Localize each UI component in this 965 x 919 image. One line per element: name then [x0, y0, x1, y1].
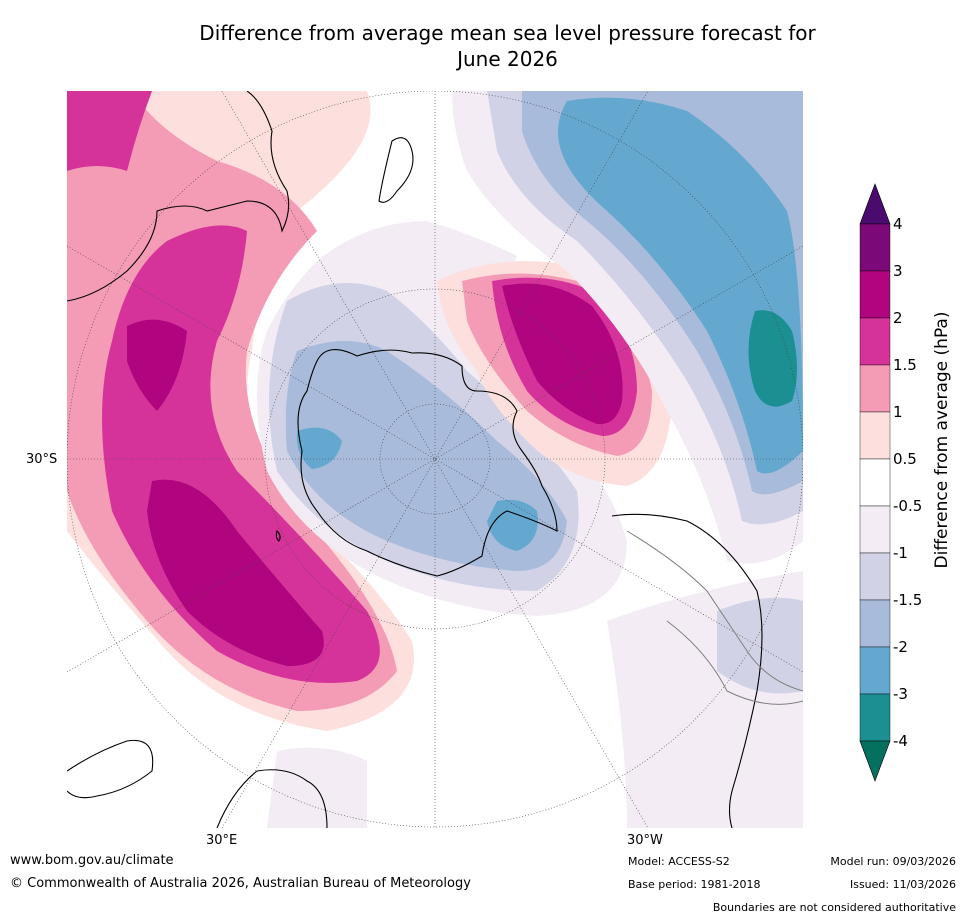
title-line-2: June 2026	[457, 47, 558, 71]
footer-copyright: © Commonwealth of Australia 2026, Austra…	[10, 876, 471, 891]
footer-model-run: Model run: 09/03/2026	[830, 855, 956, 868]
lon-label-30w: 30°W	[627, 833, 663, 848]
colorbar-box	[859, 646, 891, 695]
colorbar-label: Difference from average (hPa)	[932, 312, 952, 569]
negative-anomaly-patch	[717, 597, 803, 694]
colorbar-tick-label: 4	[893, 215, 903, 233]
colorbar-tick-label: -2	[893, 638, 908, 656]
colorbar-tick-label: -1.5	[893, 591, 922, 609]
national-borders	[626, 530, 803, 705]
colorbar: 4 3 2 1.5 1 0.5 -0.5 -1 -1.5 -2 -3 -4 Difference fr…	[859, 183, 952, 782]
colorbar-box	[859, 458, 891, 507]
colorbar-tick-label: -3	[893, 685, 908, 703]
colorbar-tick-label: 3	[893, 262, 903, 280]
colorbar-tick-label: 2	[893, 309, 903, 327]
footer-website: www.bom.gov.au/climate	[10, 853, 174, 868]
colorbar-boxes	[859, 183, 891, 782]
colorbar-box	[859, 223, 891, 272]
colorbar-box	[859, 552, 891, 601]
colorbar-tick-label: -1	[893, 544, 908, 562]
lon-label-30e: 30°E	[206, 833, 238, 848]
colorbar-box	[859, 599, 891, 648]
colorbar-box	[859, 364, 891, 413]
lat-label-30s: 30°S	[26, 452, 58, 467]
title-line-1: Difference from average mean sea level p…	[199, 21, 816, 45]
colorbar-box	[859, 411, 891, 460]
colorbar-ticks: 4 3 2 1.5 1 0.5 -0.5 -1 -1.5 -2 -3 -4	[893, 215, 922, 750]
footer-disclaimer: Boundaries are not considered authoritat…	[712, 901, 956, 914]
footer-base-period: Base period: 1981-2018	[628, 878, 761, 891]
colorbar-extend-bottom	[859, 740, 891, 782]
footer-model: Model: ACCESS-S2	[628, 855, 730, 868]
map-title: Difference from average mean sea level p…	[120, 20, 895, 72]
negative-anomaly-south-pacific	[452, 91, 803, 564]
colorbar-box	[859, 505, 891, 554]
pressure-anomaly-map	[67, 91, 803, 828]
corner-anomaly-patch	[67, 91, 152, 171]
colorbar-tick-label: 1	[893, 403, 903, 421]
colorbar-tick-label: 1.5	[893, 356, 917, 374]
colorbar-tick-label: -0.5	[893, 497, 922, 515]
colorbar-box	[859, 270, 891, 319]
colorbar-box	[859, 693, 891, 742]
negative-anomaly-south-indian	[267, 747, 367, 828]
colorbar-tick-label: 0.5	[893, 450, 917, 468]
positive-anomaly-indian-ocean	[67, 91, 414, 731]
graticule	[67, 91, 803, 828]
footer-issued: Issued: 11/03/2026	[849, 878, 956, 891]
colorbar-tick-label: -4	[893, 732, 908, 750]
coastlines	[67, 91, 763, 828]
colorbar-box	[859, 317, 891, 366]
colorbar-extend-top	[859, 183, 891, 225]
